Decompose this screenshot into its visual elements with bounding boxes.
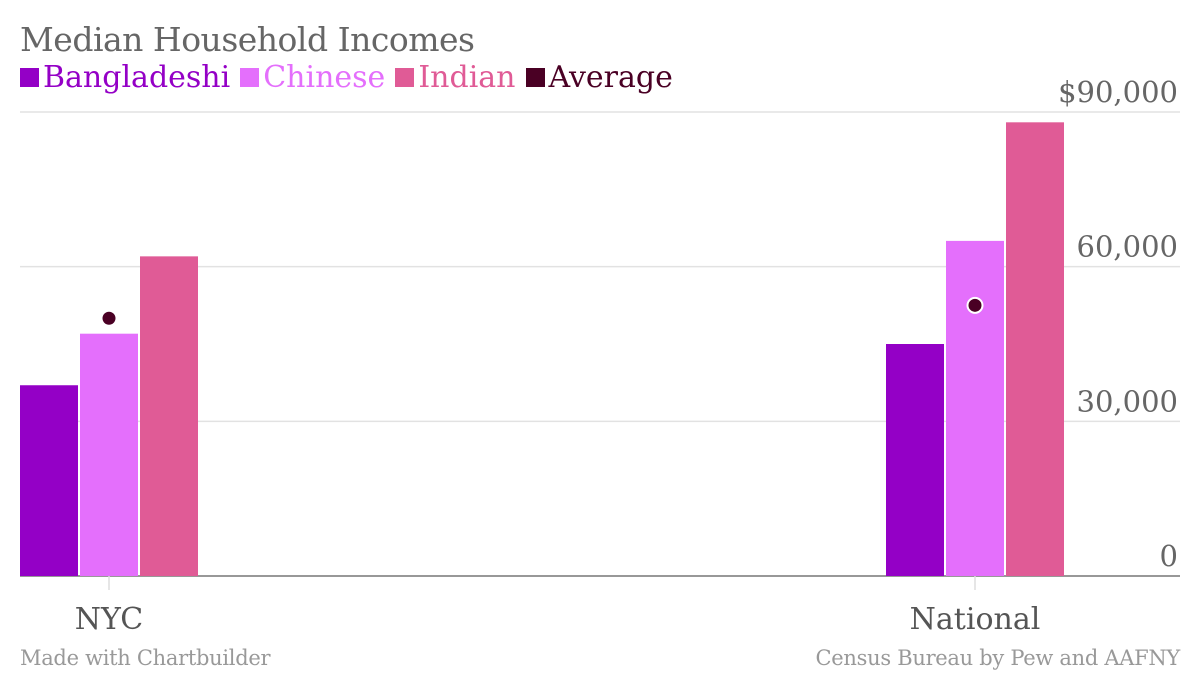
- x-category-label: National: [910, 602, 1041, 637]
- x-category-label: NYC: [75, 602, 143, 637]
- legend-item-bangladeshi: Bangladeshi: [20, 60, 230, 95]
- legend-label-indian: Indian: [418, 60, 516, 95]
- bar-indian-nyc: [140, 256, 198, 576]
- bar-bangladeshi-nyc: [20, 385, 78, 576]
- average-dot-nyc: [100, 309, 118, 327]
- legend-item-average: Average: [525, 60, 673, 95]
- legend-label-average: Average: [548, 60, 673, 95]
- y-tick-label: 30,000: [1077, 384, 1178, 418]
- legend-swatch-indian: [395, 68, 415, 87]
- credit-made-with: Made with Chartbuilder: [20, 646, 271, 670]
- legend-item-indian: Indian: [395, 60, 516, 95]
- y-tick-label: 60,000: [1077, 230, 1178, 264]
- legend-item-chinese: Chinese: [240, 60, 385, 95]
- bar-bangladeshi-national: [886, 344, 944, 576]
- legend-label-chinese: Chinese: [263, 60, 386, 95]
- bar-indian-national: [1006, 122, 1064, 577]
- y-tick-label: 0: [1160, 539, 1178, 573]
- legend-swatch-bangladeshi: [20, 68, 39, 87]
- chart-title: Median Household Incomes: [20, 20, 475, 59]
- average-dot-national: [966, 296, 984, 314]
- legend-swatch-average: [525, 68, 545, 87]
- legend: Bangladeshi Chinese Indian Average: [20, 60, 683, 95]
- bar-chinese-national: [946, 240, 1004, 576]
- bar-chinese-nyc: [80, 333, 138, 576]
- legend-swatch-chinese: [240, 68, 260, 87]
- y-tick-label: $90,000: [1058, 75, 1178, 109]
- credit-source: Census Bureau by Pew and AAFNY: [815, 646, 1181, 670]
- legend-label-bangladeshi: Bangladeshi: [43, 60, 231, 95]
